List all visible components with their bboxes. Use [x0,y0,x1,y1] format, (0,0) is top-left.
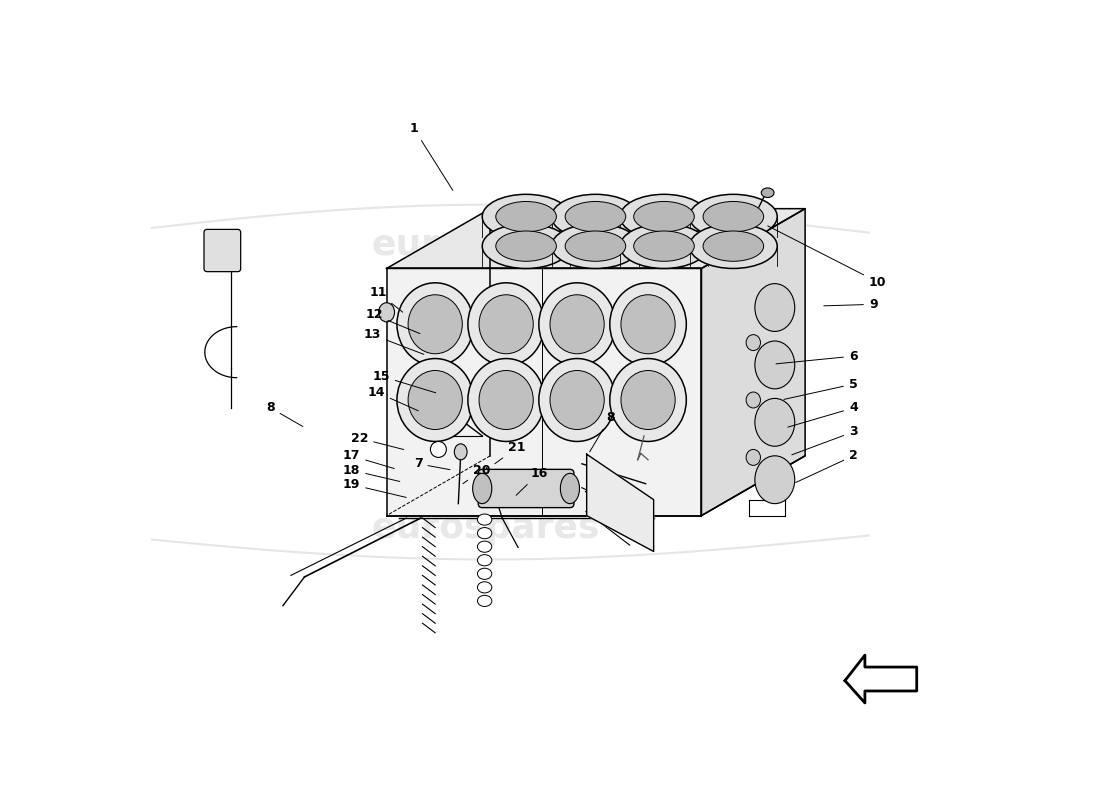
Ellipse shape [378,302,395,322]
Text: 2: 2 [795,450,858,482]
Text: 13: 13 [364,328,424,354]
Text: 3: 3 [792,426,858,455]
Text: 11: 11 [370,286,403,312]
Ellipse shape [468,358,544,442]
Ellipse shape [609,283,686,366]
Ellipse shape [477,514,492,525]
Polygon shape [386,209,805,269]
Text: 17: 17 [343,450,394,469]
Text: 7: 7 [414,458,450,470]
Ellipse shape [620,224,708,269]
Ellipse shape [454,444,467,460]
Text: 8: 8 [266,402,302,426]
Ellipse shape [551,224,639,269]
Ellipse shape [755,284,794,331]
Ellipse shape [478,370,534,430]
Text: 6: 6 [776,350,858,364]
Ellipse shape [408,294,462,354]
Ellipse shape [477,595,492,606]
Text: eurospares: eurospares [372,227,601,262]
Ellipse shape [468,283,544,366]
Ellipse shape [397,358,473,442]
Ellipse shape [565,202,626,232]
Ellipse shape [609,358,686,442]
Ellipse shape [703,202,763,232]
Ellipse shape [477,554,492,566]
Text: 5: 5 [784,378,858,399]
Ellipse shape [560,474,580,504]
Text: 18: 18 [343,464,399,482]
Ellipse shape [565,231,626,262]
Ellipse shape [755,456,794,504]
Ellipse shape [550,294,604,354]
Ellipse shape [473,474,492,504]
Ellipse shape [746,334,760,350]
Ellipse shape [755,341,794,389]
Ellipse shape [634,202,694,232]
Text: 15: 15 [372,370,436,393]
FancyBboxPatch shape [478,470,574,508]
Text: 22: 22 [351,432,404,450]
Polygon shape [845,655,916,703]
Polygon shape [386,269,702,515]
Text: 14: 14 [367,386,418,411]
Ellipse shape [477,527,492,538]
Text: eurospares: eurospares [372,510,601,545]
Text: 12: 12 [365,308,420,334]
Ellipse shape [539,283,615,366]
Ellipse shape [397,283,473,366]
Ellipse shape [539,358,615,442]
Text: 20: 20 [463,464,491,484]
FancyBboxPatch shape [204,230,241,272]
Ellipse shape [430,442,447,458]
Ellipse shape [620,194,708,239]
Ellipse shape [477,582,492,593]
Ellipse shape [621,370,675,430]
Polygon shape [586,454,653,551]
Ellipse shape [550,370,604,430]
Text: 16: 16 [516,467,548,495]
Text: 8: 8 [590,411,615,452]
Ellipse shape [746,450,760,466]
Ellipse shape [746,392,760,408]
Ellipse shape [755,398,794,446]
Ellipse shape [496,231,557,262]
Text: 9: 9 [824,298,878,311]
Ellipse shape [690,194,778,239]
Ellipse shape [482,224,570,269]
Ellipse shape [634,231,694,262]
Text: 10: 10 [768,226,887,289]
Ellipse shape [477,541,492,552]
Ellipse shape [703,231,763,262]
Ellipse shape [482,194,570,239]
Ellipse shape [621,294,675,354]
Ellipse shape [408,370,462,430]
Ellipse shape [477,568,492,579]
Text: 4: 4 [788,402,858,427]
Ellipse shape [478,294,534,354]
Ellipse shape [690,224,778,269]
Ellipse shape [496,202,557,232]
Text: 1: 1 [409,122,453,190]
Ellipse shape [761,188,774,198]
Ellipse shape [551,194,639,239]
Text: 19: 19 [343,478,406,498]
Polygon shape [702,209,805,515]
Text: 21: 21 [495,442,525,464]
